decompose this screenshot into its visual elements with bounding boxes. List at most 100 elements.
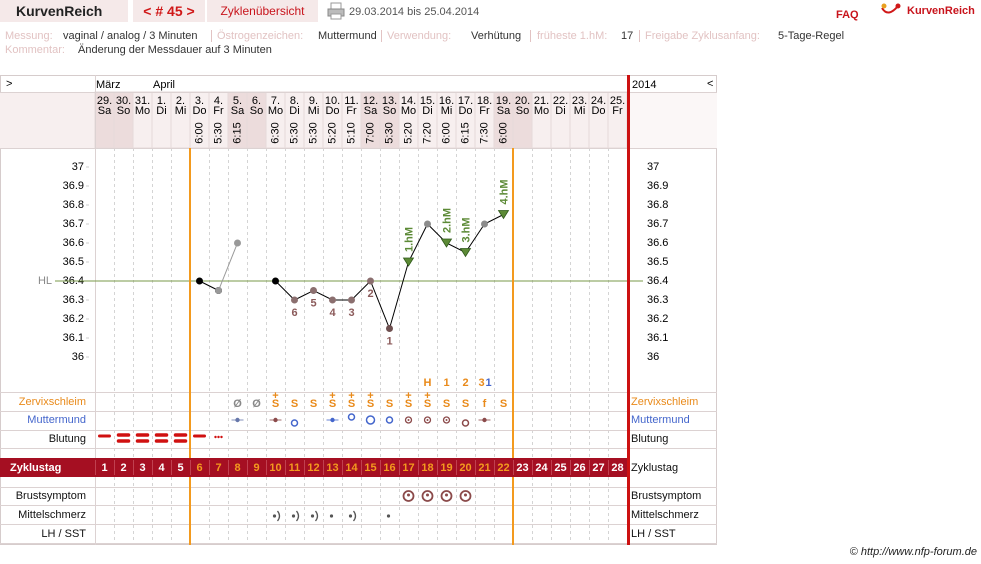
low-count-label: 5 — [310, 297, 316, 309]
date-label: 6. — [252, 95, 261, 107]
y-tick-label: 36.4 — [647, 275, 668, 287]
y-tick-label: 36.9 — [63, 180, 84, 192]
time-label: 7:30 — [478, 122, 490, 143]
mucus-symbol: S — [500, 398, 507, 410]
data-point — [310, 287, 317, 294]
weekday-label: Fr — [479, 105, 490, 117]
date-label: 15. — [420, 95, 435, 107]
app-tab[interactable]: KurvenReich — [0, 0, 128, 22]
weekday-label: Mo — [534, 105, 549, 117]
time-label: 7:20 — [421, 122, 433, 143]
data-point — [272, 277, 279, 285]
cycle-day: 26 — [573, 462, 585, 474]
month-label: März — [96, 79, 120, 91]
setting-label: früheste 1.hM: — [537, 30, 608, 42]
date-label: 3. — [195, 95, 204, 107]
mucus-symbol: S — [291, 398, 298, 410]
setting-label: Östrogenzeichen: — [217, 30, 304, 42]
hm-label: 1.hM — [403, 227, 415, 252]
weekday-label: Di — [156, 105, 166, 117]
mucus-symbol: S — [329, 398, 336, 410]
mucus-plus: + — [405, 390, 411, 402]
cervix-icon — [330, 417, 335, 423]
pain-icon — [329, 514, 334, 518]
y-tick-label: 36.2 — [63, 313, 84, 325]
cycle-day: 18 — [421, 462, 433, 474]
bleeding-icon — [220, 435, 223, 439]
row-label: Muttermund — [631, 414, 690, 426]
cervix-icon — [273, 417, 278, 423]
breast-icon — [407, 493, 410, 497]
logo-text[interactable]: KurvenReich — [907, 5, 975, 17]
cycle-day: 2 — [120, 462, 126, 474]
cycle-day: 27 — [592, 462, 604, 474]
cycle-nav[interactable]: < # 45 > — [133, 0, 205, 22]
mucus-plus: + — [367, 390, 373, 402]
date-label: 11. — [344, 95, 358, 107]
pain-icon — [386, 514, 391, 518]
time-label: 5:30 — [288, 122, 300, 143]
time-label: 5:30 — [383, 122, 395, 143]
y-tick-label: 36.1 — [647, 332, 668, 344]
mucus-symbol: Ø — [233, 398, 242, 410]
row-label: Zyklustag — [10, 462, 61, 474]
print-icon[interactable] — [327, 2, 345, 20]
low-count-label: 1 — [386, 335, 392, 347]
mucus-symbol: S — [272, 398, 279, 410]
cervix-icon — [423, 416, 432, 424]
cycle-day: 19 — [440, 462, 452, 474]
header-band — [627, 92, 717, 148]
breast-icon — [445, 493, 448, 497]
time-label: 6:00 — [440, 122, 452, 143]
y-tick-label: 36.8 — [63, 199, 84, 211]
time-label: 7:00 — [364, 122, 376, 143]
time-label: 5:30 — [212, 122, 224, 143]
mucus-plus: + — [424, 390, 430, 402]
date-label: 8. — [290, 95, 299, 107]
date-label: 20. — [515, 95, 530, 107]
weekday-label: Fr — [213, 105, 224, 117]
breast-icon — [426, 493, 429, 497]
date-label: 10. — [325, 95, 340, 107]
y-tick-label: 36.6 — [647, 237, 668, 249]
low-count-label: 2 — [367, 288, 373, 300]
date-label: 18. — [477, 95, 492, 107]
faq-link[interactable]: FAQ — [836, 9, 859, 21]
row-label: Zervixschleim — [19, 396, 86, 408]
cycle-day: 21 — [478, 462, 490, 474]
row-label: Brustsymptom — [631, 490, 701, 502]
cycle-day: 7 — [215, 462, 221, 474]
weekday-label: Mo — [135, 105, 150, 117]
date-label: 14. — [401, 95, 416, 107]
setting-label: Verwendung: — [387, 30, 452, 42]
weekday-label: Mo — [401, 105, 416, 117]
cycle-day: 11 — [289, 462, 301, 474]
weekday-label: Sa — [98, 105, 112, 117]
weekday-label: So — [383, 105, 396, 117]
nav-left: > — [6, 78, 12, 90]
pain-icon — [276, 510, 281, 522]
mucus-plus: + — [348, 390, 354, 402]
month-label: April — [153, 79, 175, 91]
data-point — [367, 277, 374, 285]
y-tick-label: 36.6 — [63, 237, 84, 249]
date-label: 22. — [553, 95, 568, 107]
cycle-day: 20 — [459, 462, 471, 474]
cycle-day: 22 — [497, 462, 509, 474]
breast-icon — [440, 490, 453, 502]
date-label: 4. — [214, 95, 223, 107]
mucus-symbol: S — [310, 398, 317, 410]
pain-icon — [310, 514, 315, 518]
time-label: 5:10 — [345, 122, 357, 143]
y-tick-label: 36.8 — [647, 199, 668, 211]
peak-count: 3 — [478, 377, 484, 389]
date-label: 21. — [534, 95, 549, 107]
separator — [381, 30, 382, 42]
overview-tab[interactable]: Zyklenübersicht — [207, 0, 318, 22]
cycle-day: 16 — [383, 462, 395, 474]
separator — [211, 30, 212, 42]
date-label: 24. — [591, 95, 606, 107]
time-label: 5:30 — [307, 122, 319, 143]
